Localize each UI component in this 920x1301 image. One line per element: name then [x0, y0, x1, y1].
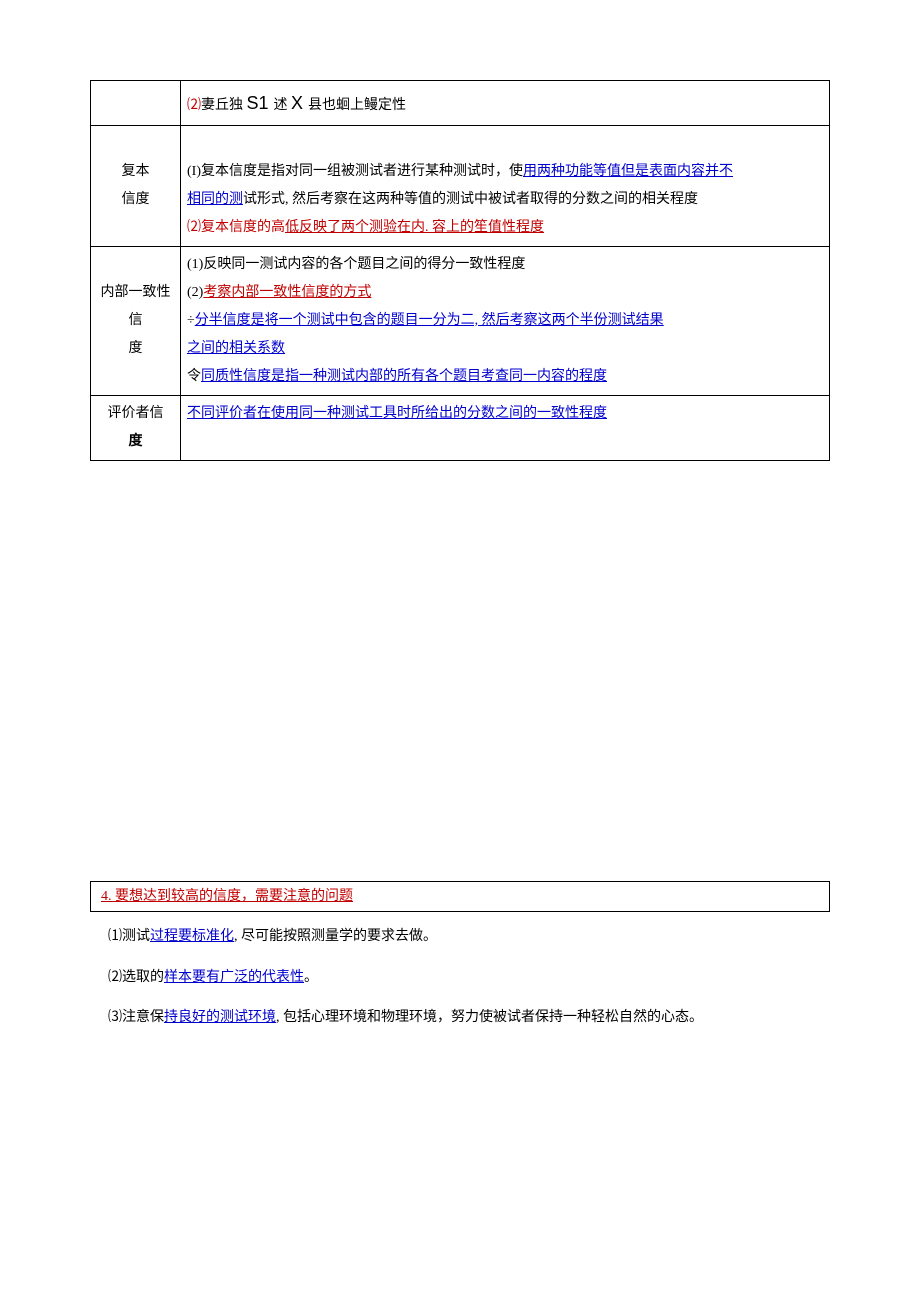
row0-s1: S1	[247, 93, 274, 113]
row2-line2-prefix: (2)	[187, 285, 203, 300]
row1-line3-red: 低反映了两个测验在内. 容上的笙值性程度	[285, 220, 544, 235]
row2-line1: (1)反映同一测试内容的各个题目之间的得分一致性程度	[187, 251, 823, 279]
row3-content-blue: 不同评价者在使用同一种测试工具时所给出的分数之间的一致性程度	[187, 406, 607, 421]
item3-blue: 持良好的测试环境	[164, 1010, 276, 1025]
row2-line3-sym: ÷	[187, 313, 195, 328]
table-row: ⑵妻丘独 S1 述 X 县也蛔上鳗定性	[91, 81, 830, 126]
row2-label-line1: 内部一致性信	[97, 279, 174, 335]
row2-line3-blue: 分半信度是将一个测试中包含的题目一分为二, 然后考察这两个半份测试结果	[195, 313, 664, 328]
row3-label-line1: 评价者信	[97, 400, 174, 428]
row2-line5-blue: 同质性信度是指一种测试内部的所有各个题目考查同一内容的程度	[201, 369, 607, 384]
item1-blue: 过程要标准化	[150, 929, 234, 944]
row1-content-spacer	[187, 130, 823, 158]
row1-line1-blue: 用两种功能等值但是表面内容并不	[523, 164, 733, 179]
row1-line2-text: 试形式, 然后考察在这两种等值的测试中被试者取得的分数之间的相关程度	[243, 192, 698, 207]
row1-label-line1: 复本	[97, 158, 174, 186]
row1-line3-prefix: ⑵复本信度的高	[187, 220, 285, 235]
row1-line1-prefix: (I)复本信度是指对同一组被测试者进行某种测试时，使	[187, 164, 523, 179]
item3-suffix: , 包括心理环境和物理环境，努力使被试者保持一种轻松自然的心态。	[276, 1010, 703, 1025]
row2-line4-blue: 之间的相关系数	[187, 341, 285, 356]
item3-prefix: ⑶注意保	[108, 1010, 164, 1025]
row0-text3: 县也蛔上鳗定性	[308, 98, 406, 113]
row2-label-line2: 度	[97, 335, 174, 363]
row1-line2-blue: 相同的测	[187, 192, 243, 207]
row0-label-cell	[91, 81, 181, 126]
table-row: 内部一致性信 度 (1)反映同一测试内容的各个题目之间的得分一致性程度 (2)考…	[91, 247, 830, 396]
table-row: 复本 信度 (I)复本信度是指对同一组被测试者进行某种测试时，使用两种功能等值但…	[91, 126, 830, 247]
item2-blue: 样本要有广泛的代表性	[164, 970, 304, 985]
row1-content-cell: (I)复本信度是指对同一组被测试者进行某种测试时，使用两种功能等值但是表面内容并…	[181, 126, 830, 247]
reliability-table: ⑵妻丘独 S1 述 X 县也蛔上鳗定性 复本 信度 (I)复本信度是指对同一组被…	[90, 80, 830, 461]
table-row: 评价者信 度 不同评价者在使用同一种测试工具时所给出的分数之间的一致性程度	[91, 396, 830, 461]
row2-line2: (2)考察内部一致性信度的方式	[187, 279, 823, 307]
row1-label-cell: 复本 信度	[91, 126, 181, 247]
row2-line3: ÷分半信度是将一个测试中包含的题目一分为二, 然后考察这两个半份测试结果	[187, 307, 823, 335]
row1-line3: ⑵复本信度的高低反映了两个测验在内. 容上的笙值性程度	[187, 214, 823, 242]
row2-line5: 令同质性信度是指一种测试内部的所有各个题目考查同一内容的程度	[187, 363, 823, 391]
row0-content-cell: ⑵妻丘独 S1 述 X 县也蛔上鳗定性	[181, 81, 830, 126]
row1-line2: 相同的测试形式, 然后考察在这两种等值的测试中被试者取得的分数之间的相关程度	[187, 186, 823, 214]
row2-label-cell: 内部一致性信 度	[91, 247, 181, 396]
section4-header: 4. 要想达到较高的信度，需要注意的问题	[90, 881, 830, 912]
item1-suffix: , 尽可能按照测量学的要求去做。	[234, 929, 437, 944]
row0-text2: 述	[274, 98, 292, 113]
row0-text1: 妻丘独	[201, 98, 247, 113]
row0-prefix: ⑵	[187, 98, 201, 113]
item2-prefix: ⑵选取的	[108, 970, 164, 985]
item1-prefix: ⑴测试	[108, 929, 150, 944]
row1-label-line2: 信度	[97, 186, 174, 214]
row2-line5-sym: 令	[187, 369, 201, 384]
row2-content-cell: (1)反映同一测试内容的各个题目之间的得分一致性程度 (2)考察内部一致性信度的…	[181, 247, 830, 396]
section4-item3: ⑶注意保持良好的测试环境, 包括心理环境和物理环境，努力使被试者保持一种轻松自然…	[90, 1005, 830, 1032]
row3-label-line2: 度	[97, 428, 174, 456]
row0-x: X	[291, 93, 308, 113]
row1-line1: (I)复本信度是指对同一组被测试者进行某种测试时，使用两种功能等值但是表面内容并…	[187, 158, 823, 186]
item2-suffix: 。	[304, 970, 318, 985]
row3-content-cell: 不同评价者在使用同一种测试工具时所给出的分数之间的一致性程度	[181, 396, 830, 461]
row2-line2-red: 考察内部一致性信度的方式	[203, 285, 371, 300]
section4-item2: ⑵选取的样本要有广泛的代表性。	[90, 965, 830, 992]
row3-label-cell: 评价者信 度	[91, 396, 181, 461]
section4-item1: ⑴测试过程要标准化, 尽可能按照测量学的要求去做。	[90, 924, 830, 951]
row2-line4: 之间的相关系数	[187, 335, 823, 363]
